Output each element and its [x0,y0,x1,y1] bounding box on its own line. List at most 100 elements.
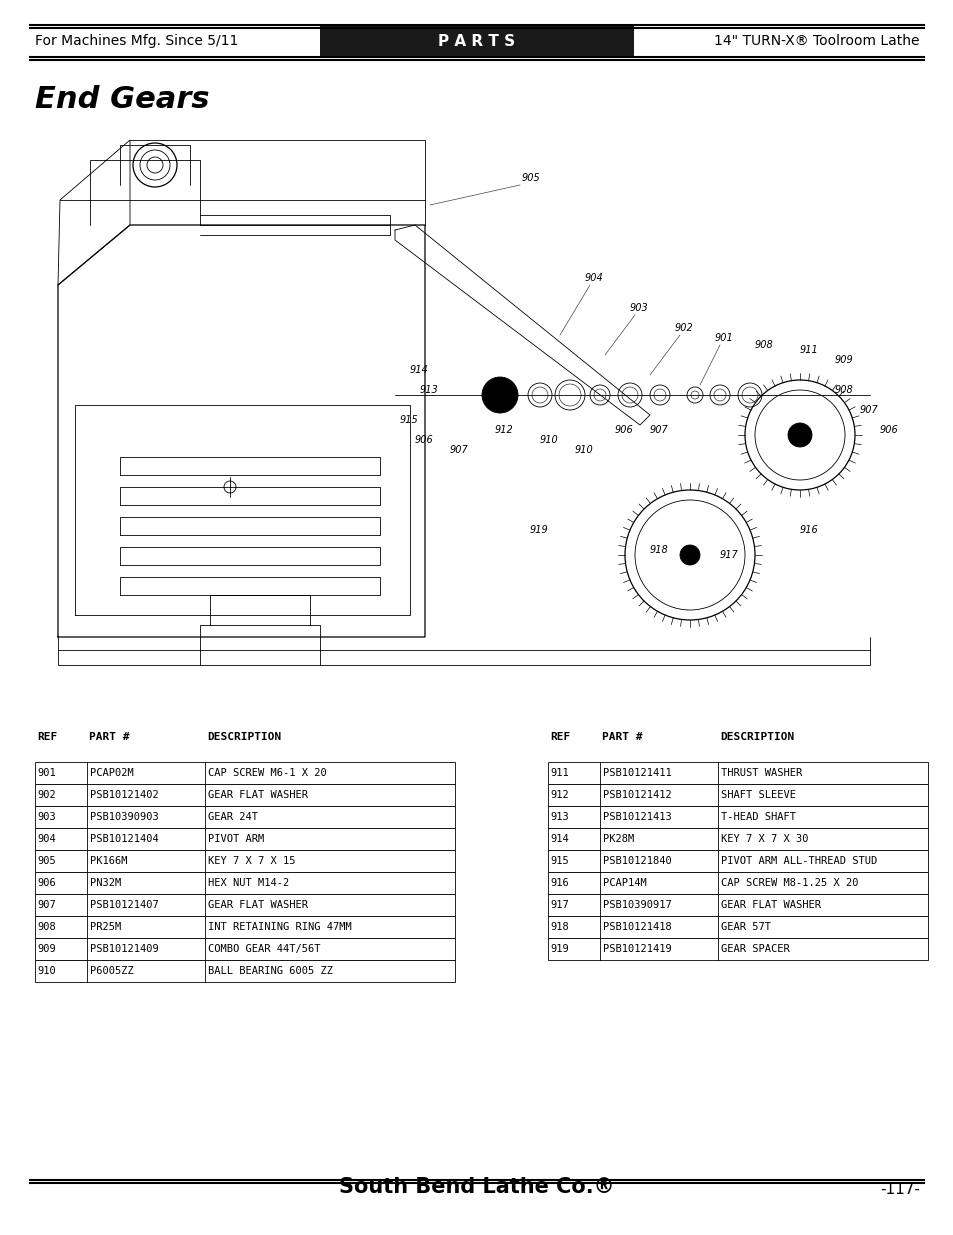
Text: 910: 910 [539,435,558,445]
Bar [547,827,927,850]
Text: PCAP02M: PCAP02M [90,768,133,778]
Bar [319,25,634,57]
Text: 912: 912 [550,790,568,800]
Text: 907: 907 [859,405,878,415]
Text: -117-: -117- [880,1182,919,1197]
Text: BALL BEARING 6005 ZZ: BALL BEARING 6005 ZZ [208,966,333,976]
Text: GEAR FLAT WASHER: GEAR FLAT WASHER [720,900,821,910]
Text: 910: 910 [37,966,55,976]
Text: 901: 901 [37,768,55,778]
Text: 919: 919 [530,525,548,535]
Text: 918: 918 [649,545,668,555]
Text: P6005ZZ: P6005ZZ [90,966,133,976]
Bar [547,894,927,916]
Text: PSB10390917: PSB10390917 [602,900,671,910]
Text: 908: 908 [37,923,55,932]
Text: PSB10121411: PSB10121411 [602,768,671,778]
Text: 907: 907 [37,900,55,910]
Circle shape [481,377,517,412]
Bar [35,762,455,784]
Text: 904: 904 [37,834,55,844]
Text: 916: 916 [550,878,568,888]
Text: SHAFT SLEEVE: SHAFT SLEEVE [720,790,795,800]
Text: 910: 910 [575,445,593,454]
Bar [547,806,927,827]
Text: 913: 913 [419,385,438,395]
Bar [35,850,455,872]
Text: 913: 913 [550,811,568,823]
Circle shape [679,545,700,564]
Text: DESCRIPTION: DESCRIPTION [720,732,794,742]
Text: PART #: PART # [89,732,130,742]
Text: DESCRIPTION: DESCRIPTION [207,732,281,742]
Text: CAP SCREW M6-1 X 20: CAP SCREW M6-1 X 20 [208,768,327,778]
Text: 901: 901 [714,333,733,343]
Text: PSB10121413: PSB10121413 [602,811,671,823]
Text: PN32M: PN32M [90,878,121,888]
Bar [547,872,927,894]
Text: PSB10121419: PSB10121419 [602,944,671,953]
Text: 903: 903 [37,811,55,823]
Text: T-HEAD SHAFT: T-HEAD SHAFT [720,811,795,823]
Text: 907: 907 [450,445,468,454]
Text: 902: 902 [37,790,55,800]
Bar [35,894,455,916]
Text: PSB10121407: PSB10121407 [90,900,158,910]
Text: 917: 917 [720,550,738,559]
Text: 916: 916 [800,525,818,535]
Text: GEAR 57T: GEAR 57T [720,923,770,932]
Bar [35,806,455,827]
Bar [547,916,927,939]
Text: PSB10121402: PSB10121402 [90,790,158,800]
Text: 904: 904 [584,273,603,283]
Text: KEY 7 X 7 X 15: KEY 7 X 7 X 15 [208,856,295,866]
Bar [35,916,455,939]
Text: PSB10121404: PSB10121404 [90,834,158,844]
Text: PSB10121840: PSB10121840 [602,856,671,866]
Text: GEAR FLAT WASHER: GEAR FLAT WASHER [208,900,308,910]
Text: REF: REF [550,732,570,742]
Text: 912: 912 [495,425,514,435]
Text: 905: 905 [37,856,55,866]
Text: PSB10121412: PSB10121412 [602,790,671,800]
Text: 906: 906 [415,435,434,445]
Text: 906: 906 [615,425,633,435]
Bar [547,850,927,872]
Text: THRUST WASHER: THRUST WASHER [720,768,801,778]
Text: 915: 915 [399,415,418,425]
Text: PSB10390903: PSB10390903 [90,811,158,823]
Text: REF: REF [37,732,57,742]
Text: PK166M: PK166M [90,856,128,866]
Bar [547,762,927,784]
Text: HEX NUT M14-2: HEX NUT M14-2 [208,878,289,888]
Text: 915: 915 [550,856,568,866]
Bar [547,939,927,960]
Text: 917: 917 [550,900,568,910]
Text: 905: 905 [521,173,540,183]
Text: 906: 906 [879,425,898,435]
Text: 911: 911 [550,768,568,778]
Text: End Gears: End Gears [35,85,210,114]
Text: 909: 909 [37,944,55,953]
Text: 902: 902 [675,324,693,333]
Text: GEAR SPACER: GEAR SPACER [720,944,789,953]
Text: 919: 919 [550,944,568,953]
Text: 907: 907 [649,425,668,435]
Text: 903: 903 [629,303,648,312]
Bar [35,939,455,960]
Text: PIVOT ARM: PIVOT ARM [208,834,264,844]
Text: 909: 909 [834,354,853,366]
Bar [35,872,455,894]
Text: PR25M: PR25M [90,923,121,932]
Text: PSB10121409: PSB10121409 [90,944,158,953]
Text: 918: 918 [550,923,568,932]
Text: PCAP14M: PCAP14M [602,878,646,888]
Bar [35,827,455,850]
Bar [35,960,455,982]
Text: 906: 906 [37,878,55,888]
Text: PK28M: PK28M [602,834,634,844]
Bar [547,784,927,806]
Text: PIVOT ARM ALL-THREAD STUD: PIVOT ARM ALL-THREAD STUD [720,856,877,866]
Text: INT RETAINING RING 47MM: INT RETAINING RING 47MM [208,923,352,932]
Text: P A R T S: P A R T S [438,33,515,48]
